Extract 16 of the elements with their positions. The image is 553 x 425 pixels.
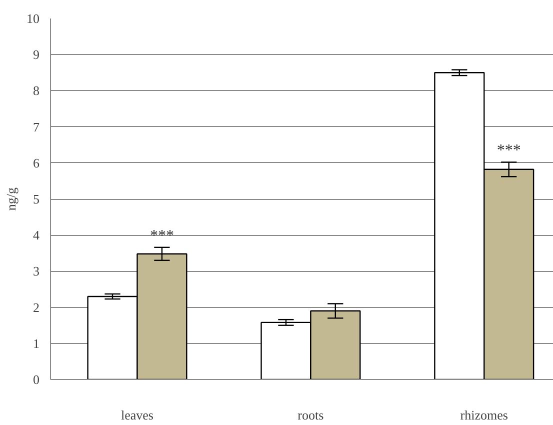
y-tick-label: 5 xyxy=(33,192,40,206)
x-tick-label: rhizomes xyxy=(460,408,508,422)
y-tick-label: 7 xyxy=(33,119,40,134)
y-tick-label: 3 xyxy=(33,264,40,279)
y-tick-label: 9 xyxy=(33,47,40,62)
y-tick-label: 0 xyxy=(33,372,40,387)
y-tick-label: 1 xyxy=(33,336,40,351)
y-tick-label: 4 xyxy=(33,228,40,243)
y-tick-label: 6 xyxy=(33,155,40,170)
y-tick-label: 10 xyxy=(26,11,40,26)
y-axis-title: ng/g xyxy=(4,186,18,211)
y-tick-label: 2 xyxy=(33,300,40,315)
x-tick-label: leaves xyxy=(120,408,154,422)
y-tick-label: 8 xyxy=(33,83,40,98)
x-tick-label: roots xyxy=(298,408,324,422)
annotation: *** xyxy=(496,142,521,160)
